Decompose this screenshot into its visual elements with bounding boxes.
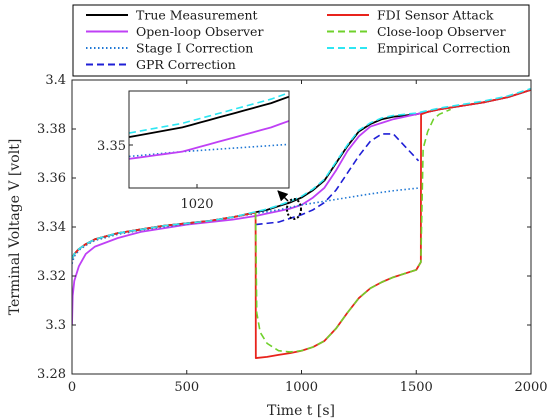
x-tick-label: 1500 [400,380,433,395]
inset-line-empirical-correction [129,91,289,134]
legend-label-empirical-correction: Empirical Correction [377,41,510,56]
inset-series [129,91,289,160]
y-tick-label: 3.3 [45,318,66,333]
series-line-close-loop-observer [254,108,451,353]
x-tick-label: 1000 [285,380,318,395]
inset-line-open-loop-observer [129,120,289,160]
axis-ticks: 0 500 1000 1500 2000 3.28 3.3 3.32 3.34 3.36 3.38 3… [37,73,548,395]
series-layer [72,87,531,359]
y-tick-label: 3.32 [37,269,66,284]
inset-border [128,90,290,189]
inset-y-tick-label: 3.35 [97,139,126,154]
inset-x-tick-label: 1020 [180,197,213,212]
y-tick-label: 3.38 [37,122,66,137]
zoom-region-marker [286,198,302,220]
inset-line-true-measurement [129,95,289,138]
y-tick-label: 3.4 [45,73,66,88]
legend-label-fdi-sensor-attack: FDI Sensor Attack [377,8,494,23]
legend-label-true-measurement: True Measurement [136,8,258,23]
y-axis-label: Terminal Voltage V [volt] [7,139,23,316]
legend-label-open-loop-observer: Open-loop Observer [136,24,263,39]
legend-label-gpr-correction: GPR Correction [136,57,236,72]
series-line-empirical-correction [72,87,531,260]
x-tick-label: 0 [68,380,76,395]
zoom-arrow [277,190,289,202]
inset-line-stage-i-correction [129,143,289,158]
legend-label-stage-i-correction: Stage I Correction [136,41,253,56]
y-tick-label: 3.36 [37,171,66,186]
series-line-gpr-correction [255,133,420,226]
y-tick-label: 3.28 [37,367,66,382]
legend-label-close-loop-observer: Close-loop Observer [377,24,506,39]
legend-box [72,4,530,77]
x-tick-label: 500 [174,380,199,395]
x-axis-label: Time t [s] [267,403,335,419]
x-tick-label: 2000 [514,380,547,395]
y-tick-label: 3.34 [37,220,66,235]
